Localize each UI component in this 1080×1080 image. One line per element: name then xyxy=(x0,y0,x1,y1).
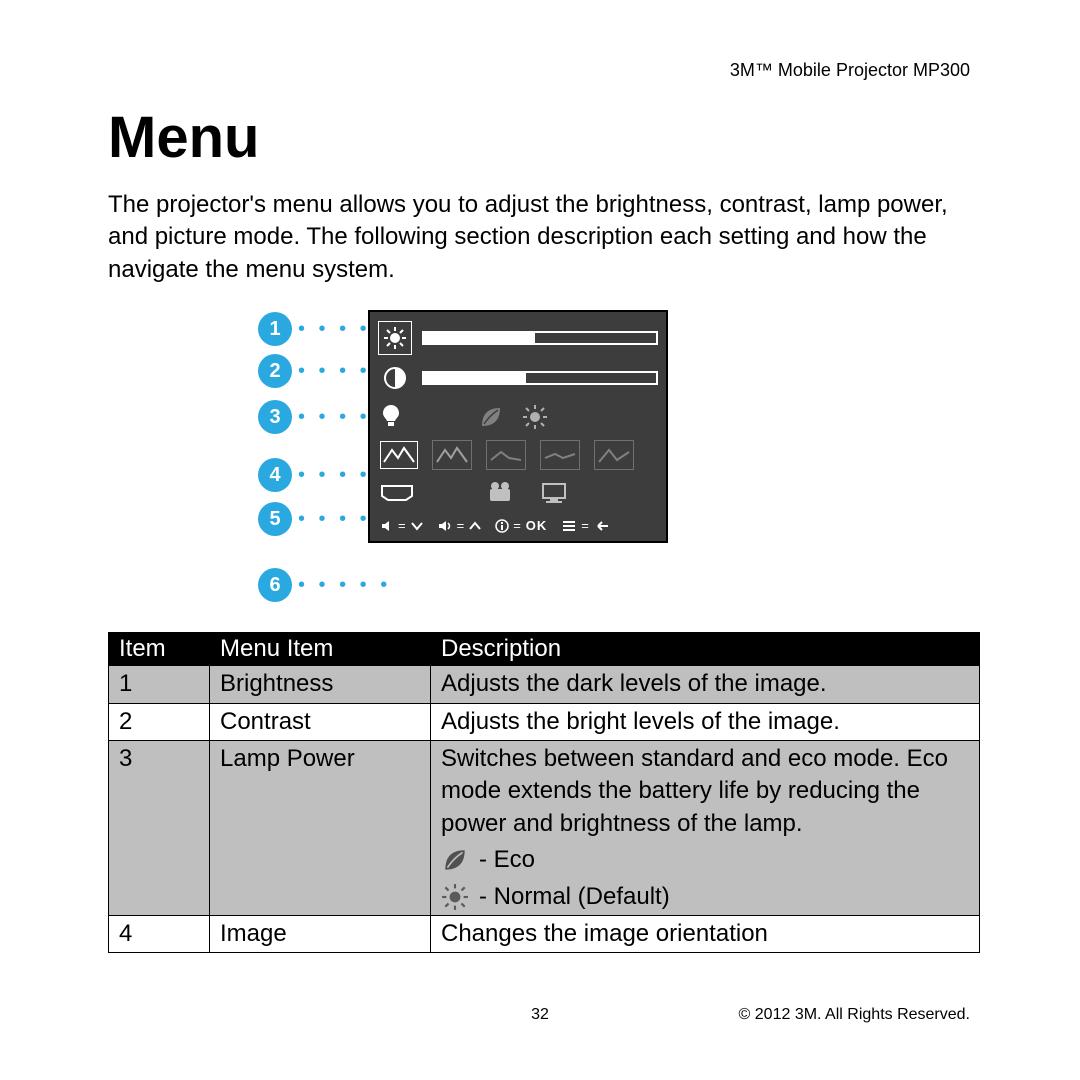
normal-label: - Normal (Default) xyxy=(479,881,670,913)
picmode-5-icon xyxy=(594,440,634,470)
cell-desc: Adjusts the bright levels of the image. xyxy=(431,703,980,740)
callout-dots: • • • • • xyxy=(298,574,391,597)
hdmi-icon xyxy=(380,482,414,504)
cell-menu: Brightness xyxy=(210,666,431,703)
menu-diagram: 1• • • • •2• • • • •3• • • • •4• • • • •… xyxy=(258,310,938,610)
ok-text: OK xyxy=(526,518,548,533)
sun-icon xyxy=(441,883,469,911)
osd-row-contrast xyxy=(378,358,658,398)
equals-text-3: = xyxy=(513,518,522,533)
video-icon xyxy=(486,481,514,505)
normal-line: - Normal (Default) xyxy=(441,881,969,913)
down-chevron-icon xyxy=(411,520,423,532)
brightness-icon xyxy=(378,321,412,355)
table-row: 2 Contrast Adjusts the bright levels of … xyxy=(109,703,980,740)
menu-table: Item Menu Item Description 1 Brightness … xyxy=(108,632,980,953)
table-row: 4 Image Changes the image orientation xyxy=(109,915,980,952)
pc-icon xyxy=(540,481,568,505)
footer: 32 © 2012 3M. All Rights Reserved. xyxy=(0,1006,1080,1024)
vol-up-icon xyxy=(437,519,453,533)
lamp-desc-text: Switches between standard and eco mode. … xyxy=(441,745,948,837)
osd-panel: = = = OK = xyxy=(368,310,668,543)
leaf-icon xyxy=(478,404,504,430)
vol-down-icon xyxy=(380,519,394,533)
th-menu: Menu Item xyxy=(210,633,431,666)
menu-list-icon xyxy=(561,519,577,533)
cell-item: 3 xyxy=(109,740,210,915)
osd-help-bar: = = = OK = xyxy=(378,512,658,535)
eco-line: - Eco xyxy=(441,844,969,876)
contrast-slider xyxy=(422,371,658,385)
leaf-icon xyxy=(441,846,469,874)
back-arrow-icon xyxy=(594,520,608,532)
cell-item: 4 xyxy=(109,915,210,952)
callout-number: 6 xyxy=(258,568,292,602)
table-header-row: Item Menu Item Description xyxy=(109,633,980,666)
up-chevron-icon xyxy=(469,520,481,532)
picmode-1-icon xyxy=(380,441,418,469)
contrast-icon xyxy=(378,366,412,390)
header-product: 3M™ Mobile Projector MP300 xyxy=(730,60,970,81)
brightness-slider xyxy=(422,331,658,345)
cell-menu: Lamp Power xyxy=(210,740,431,915)
callout-6: 6 • • • • • xyxy=(258,568,391,602)
table-row: 3 Lamp Power Switches between standard a… xyxy=(109,740,980,915)
cell-menu: Contrast xyxy=(210,703,431,740)
cell-item: 1 xyxy=(109,666,210,703)
document-page: 3M™ Mobile Projector MP300 Menu The proj… xyxy=(0,0,1080,1080)
copyright: © 2012 3M. All Rights Reserved. xyxy=(739,1006,970,1024)
callout-number: 5 xyxy=(258,502,292,536)
picmode-3-icon xyxy=(486,440,526,470)
th-item: Item xyxy=(109,633,210,666)
callout-number: 2 xyxy=(258,354,292,388)
cell-menu: Image xyxy=(210,915,431,952)
th-desc: Description xyxy=(431,633,980,666)
table-row: 1 Brightness Adjusts the dark levels of … xyxy=(109,666,980,703)
picmode-4-icon xyxy=(540,440,580,470)
equals-text: = xyxy=(398,518,407,533)
cell-desc: Adjusts the dark levels of the image. xyxy=(431,666,980,703)
info-icon xyxy=(495,519,509,533)
eco-label: - Eco xyxy=(479,844,535,876)
osd-row-image xyxy=(378,436,658,474)
page-title: Menu xyxy=(108,104,980,171)
equals-text-2: = xyxy=(457,518,466,533)
osd-row-source xyxy=(378,474,658,512)
equals-text-4: = xyxy=(581,518,590,533)
callout-number: 4 xyxy=(258,458,292,492)
bulb-icon xyxy=(380,403,402,431)
osd-row-lamp xyxy=(378,398,658,436)
cell-desc: Switches between standard and eco mode. … xyxy=(431,740,980,915)
intro-paragraph: The projector's menu allows you to adjus… xyxy=(108,189,980,286)
sun-icon xyxy=(522,404,548,430)
callout-number: 3 xyxy=(258,400,292,434)
cell-desc: Changes the image orientation xyxy=(431,915,980,952)
callout-number: 1 xyxy=(258,312,292,346)
page-number: 32 xyxy=(531,1006,549,1024)
picmode-2-icon xyxy=(432,440,472,470)
cell-item: 2 xyxy=(109,703,210,740)
osd-row-brightness xyxy=(378,318,658,358)
